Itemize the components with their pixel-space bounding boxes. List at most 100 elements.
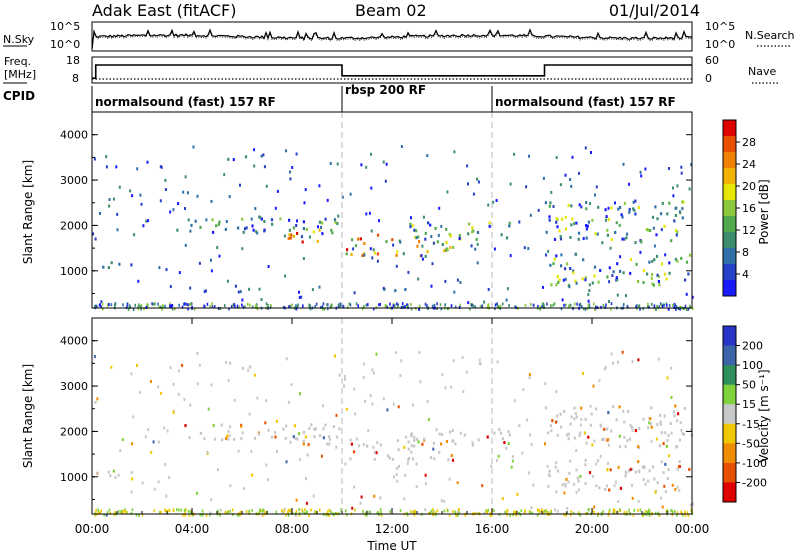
echo-cell bbox=[622, 303, 625, 307]
echo-cell bbox=[589, 404, 592, 408]
echo-cell bbox=[184, 510, 186, 514]
echo-cell bbox=[160, 391, 162, 395]
echo-cell bbox=[368, 511, 370, 514]
echo-cell bbox=[344, 462, 347, 466]
echo-cell bbox=[577, 488, 580, 492]
echo-cell bbox=[413, 444, 416, 448]
echo-cell bbox=[458, 234, 461, 238]
echo-cell bbox=[219, 508, 222, 512]
echo-cell bbox=[275, 419, 278, 423]
echo-cell bbox=[219, 307, 222, 311]
echo-cell bbox=[529, 433, 532, 437]
echo-cell bbox=[457, 508, 460, 511]
colorbar-tick-label: -200 bbox=[742, 476, 767, 489]
echo-cell bbox=[587, 304, 590, 308]
echo-cell bbox=[373, 457, 376, 461]
echo-cell bbox=[588, 508, 590, 512]
echo-cell bbox=[541, 304, 544, 308]
echo-cell bbox=[196, 382, 199, 386]
echo-cell bbox=[412, 403, 414, 407]
echo-cell bbox=[417, 235, 420, 239]
echo-cell bbox=[456, 481, 459, 485]
echo-cell bbox=[581, 277, 584, 281]
echo-cell bbox=[395, 473, 398, 476]
echo-cell bbox=[254, 207, 257, 211]
echo-cell bbox=[410, 307, 413, 311]
echo-cell bbox=[586, 307, 589, 311]
echo-cell bbox=[553, 257, 556, 261]
echo-cell bbox=[612, 405, 615, 409]
echo-cell bbox=[447, 509, 449, 513]
echo-cell bbox=[404, 474, 407, 477]
echo-cell bbox=[198, 261, 201, 265]
echo-cell bbox=[690, 428, 693, 432]
echo-cell bbox=[426, 154, 429, 158]
echo-cell bbox=[438, 206, 441, 210]
echo-cell bbox=[328, 508, 331, 512]
echo-cell bbox=[285, 424, 288, 428]
echo-cell bbox=[607, 513, 610, 517]
colorbar-tick-label: 16 bbox=[742, 202, 756, 215]
echo-cell bbox=[395, 264, 398, 268]
echo-cell bbox=[630, 483, 634, 487]
echo-cell bbox=[337, 214, 340, 218]
echo-cell bbox=[631, 467, 634, 471]
echo-cell bbox=[680, 165, 683, 169]
echo-cell bbox=[289, 305, 292, 309]
echo-cell bbox=[617, 500, 620, 503]
echo-cell bbox=[257, 432, 261, 436]
echo-cell bbox=[548, 215, 551, 219]
echo-cell bbox=[508, 304, 510, 307]
echo-cell bbox=[450, 385, 453, 389]
echo-cell bbox=[681, 207, 684, 211]
echo-cell bbox=[267, 478, 269, 482]
cpid-row: CPID normalsound (fast) 157 RF rbsp 200 … bbox=[3, 83, 676, 112]
echo-cell bbox=[589, 202, 592, 206]
echo-cell bbox=[523, 246, 526, 250]
echo-cell bbox=[184, 424, 187, 428]
echo-cell bbox=[474, 305, 476, 309]
echo-cell bbox=[629, 423, 632, 427]
echo-cell bbox=[501, 437, 504, 441]
echo-cell bbox=[513, 152, 515, 156]
echo-cell bbox=[464, 513, 467, 517]
echo-cell bbox=[458, 237, 461, 240]
echo-cell bbox=[660, 496, 663, 500]
echo-cell bbox=[205, 289, 207, 293]
echo-cell bbox=[650, 439, 653, 443]
echo-cell bbox=[542, 176, 545, 180]
echo-cell bbox=[657, 357, 660, 361]
echo-cell bbox=[384, 304, 387, 308]
echo-cell bbox=[493, 509, 495, 513]
echo-cell bbox=[207, 407, 210, 411]
echo-cell bbox=[434, 513, 437, 517]
echo-cell bbox=[359, 237, 362, 241]
freq-trace bbox=[92, 64, 692, 79]
colorbar-swatch bbox=[723, 423, 736, 444]
echo-cell bbox=[162, 304, 164, 307]
echo-cell bbox=[216, 246, 219, 250]
echo-cell bbox=[393, 475, 395, 479]
echo-cell bbox=[554, 465, 557, 469]
echo-cell bbox=[321, 305, 324, 309]
echo-cell bbox=[106, 510, 109, 514]
echo-cell bbox=[676, 513, 678, 517]
echo-cell bbox=[329, 305, 332, 309]
echo-cell bbox=[131, 194, 134, 198]
echo-cell bbox=[339, 302, 342, 306]
echo-cell bbox=[372, 248, 375, 252]
echo-cell bbox=[472, 304, 475, 308]
echo-cell bbox=[568, 304, 570, 308]
colorbar-swatch bbox=[723, 443, 736, 464]
echo-cell bbox=[291, 303, 293, 307]
echo-cell bbox=[643, 466, 646, 470]
echo-cell bbox=[665, 444, 668, 448]
echo-cell bbox=[103, 513, 105, 517]
echo-cell bbox=[415, 485, 418, 488]
echo-cell bbox=[373, 450, 376, 454]
echo-cell bbox=[454, 442, 457, 446]
echo-cell bbox=[245, 510, 248, 513]
echo-cell bbox=[670, 509, 673, 513]
echo-cell bbox=[131, 477, 134, 481]
echo-cell bbox=[615, 418, 618, 422]
